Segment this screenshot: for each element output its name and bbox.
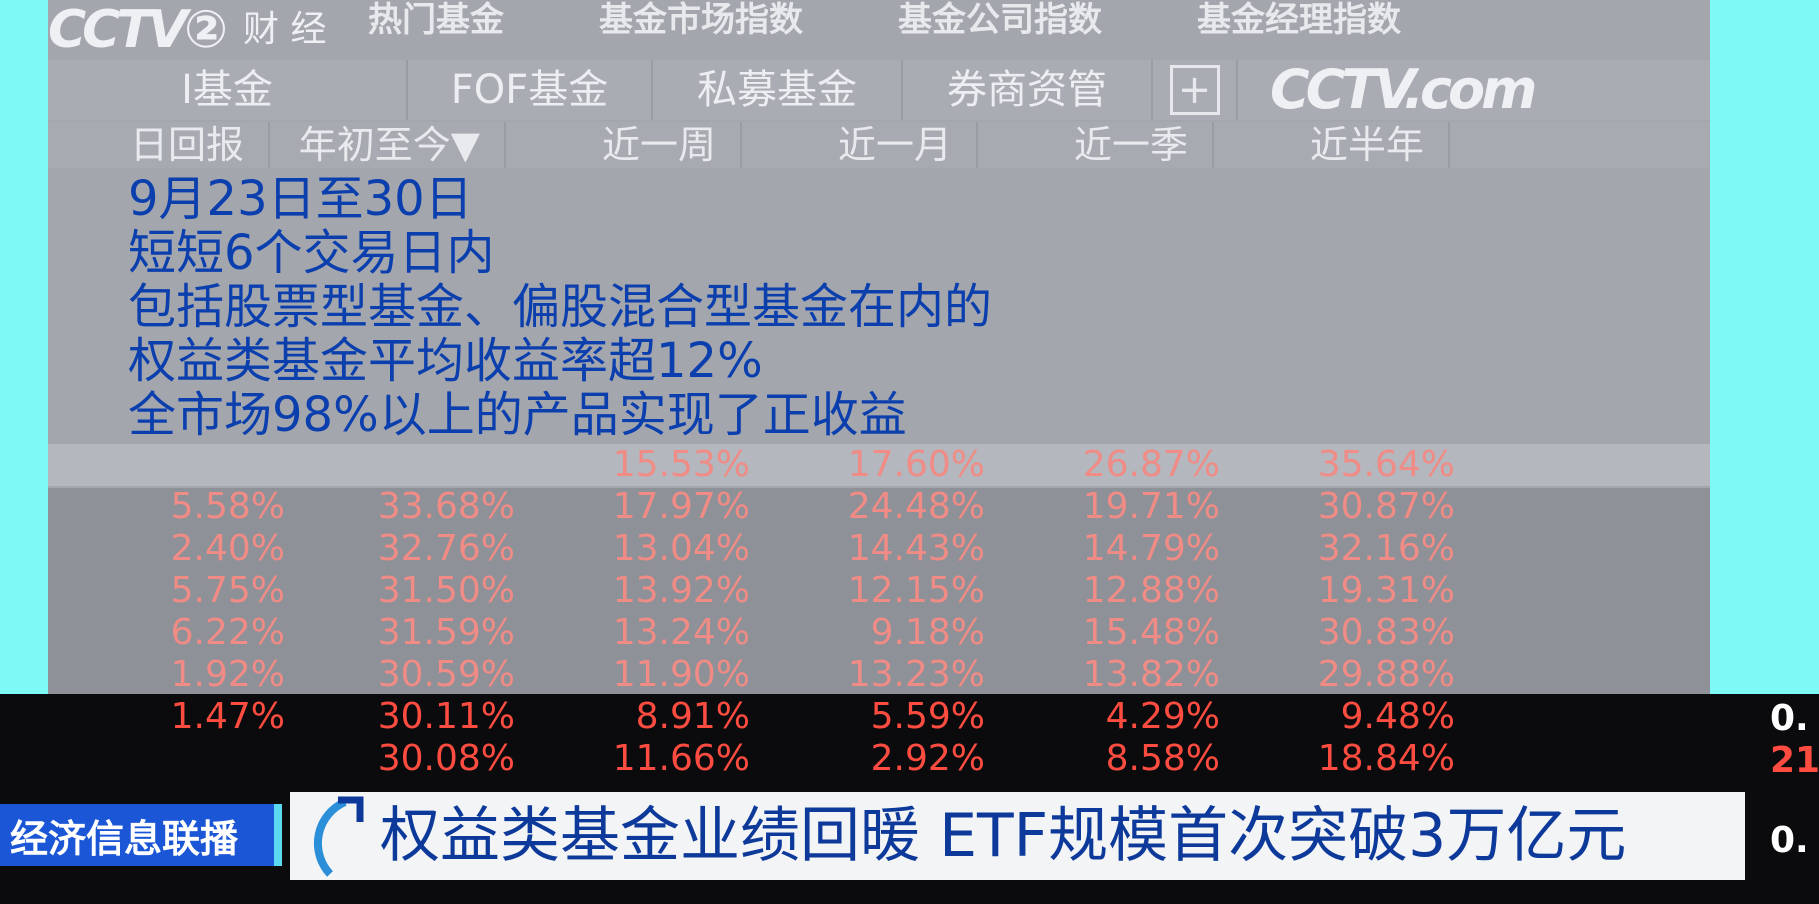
column-header: 近半年 <box>1214 122 1450 168</box>
cctv-com-watermark: CCTV.com <box>1270 58 1537 121</box>
table-cell: 11.90% <box>612 654 750 695</box>
lower-third <box>290 792 1745 880</box>
tab: 私募基金 <box>653 60 903 120</box>
table-cell: 8.58% <box>1105 738 1220 779</box>
tab: FOF基金 <box>408 60 653 120</box>
table-cell: 5.59% <box>870 696 985 737</box>
table-cell: 14.43% <box>847 528 985 569</box>
tab: 基金市场指数 <box>599 0 803 40</box>
screen-frame: CCTV② 财 经 热门基金 基金市场指数 基金公司指数 基金经理指数 I基金 … <box>48 0 1710 694</box>
table-cell: 24.48% <box>847 486 985 527</box>
table-cell: 31.50% <box>377 570 515 611</box>
table-cell: 5.58% <box>170 486 285 527</box>
tabs-row2: I基金 FOF基金 私募基金 券商资管 + <box>48 60 1710 120</box>
tabs-row1: 热门基金 基金市场指数 基金公司指数 基金经理指数 <box>48 0 1710 40</box>
table-header: 日回报 年初至今▼ 近一周 近一月 近一季 近半年 <box>48 122 1710 168</box>
tab: I基金 <box>48 60 408 120</box>
table-cell: 32.76% <box>377 528 515 569</box>
column-header: 近一周 <box>506 122 742 168</box>
column-header: 近一季 <box>978 122 1214 168</box>
table-cell: 26.87% <box>1082 444 1220 485</box>
column-header: 日回报 <box>48 122 270 168</box>
tab: 基金公司指数 <box>898 0 1102 40</box>
table-cell: 13.24% <box>612 612 750 653</box>
tab: 基金经理指数 <box>1197 0 1401 40</box>
table-cell: 11.66% <box>612 738 750 779</box>
highlight-row <box>48 444 1710 486</box>
table-cell: 17.97% <box>612 486 750 527</box>
table-cell: 4.29% <box>1105 696 1220 737</box>
column-header: 年初至今▼ <box>270 122 506 168</box>
table-cell: 2.92% <box>870 738 985 779</box>
table-cell: 33.68% <box>377 486 515 527</box>
table-cell: 12.88% <box>1082 570 1220 611</box>
plus-icon: + <box>1169 65 1220 115</box>
edge-value: 0. <box>1770 698 1809 739</box>
channel-sub: 财 经 <box>243 9 327 50</box>
table-cell: 15.48% <box>1082 612 1220 653</box>
table-cell: 29.88% <box>1317 654 1455 695</box>
table-cell: 30.83% <box>1317 612 1455 653</box>
table-cell: 9.48% <box>1340 696 1455 737</box>
table-cell: 32.16% <box>1317 528 1455 569</box>
table-cell: 30.87% <box>1317 486 1455 527</box>
program-logo-icon <box>313 796 364 877</box>
caption-line: 包括股票型基金、偏股混合型基金在内的 <box>128 279 993 335</box>
table-cell: 5.75% <box>170 570 285 611</box>
table-cell: 8.91% <box>635 696 750 737</box>
caption-line: 全市场98%以上的产品实现了正收益 <box>128 387 907 443</box>
lower-area <box>48 488 1710 694</box>
table-cell: 15.53% <box>612 444 750 485</box>
table-cell: 2.40% <box>170 528 285 569</box>
table-cell: 13.92% <box>612 570 750 611</box>
table-cell: 31.59% <box>377 612 515 653</box>
table-cell: 17.60% <box>847 444 985 485</box>
table-cell: 19.31% <box>1317 570 1455 611</box>
table-cell: 1.92% <box>170 654 285 695</box>
table-cell: 30.08% <box>377 738 515 779</box>
table-cell: 12.15% <box>847 570 985 611</box>
headline: 权益类基金业绩回暖 ETF规模首次突破3万亿元 <box>380 801 1627 871</box>
tab: 券商资管 <box>903 60 1153 120</box>
table-cell: 19.71% <box>1082 486 1220 527</box>
table-cell: 13.04% <box>612 528 750 569</box>
caption-overlay: 9月23日至30日 短短6个交易日内 包括股票型基金、偏股混合型基金在内的 权益… <box>128 172 992 442</box>
caption-line: 权益类基金平均收益率超12% <box>128 333 763 389</box>
table-cell: 30.11% <box>377 696 515 737</box>
cctv2-logo: CCTV② <box>48 0 228 60</box>
table-cell: 14.79% <box>1082 528 1220 569</box>
caption-line: 短短6个交易日内 <box>128 225 495 281</box>
column-header: 近一月 <box>742 122 978 168</box>
edge-value: 0. <box>1770 820 1809 861</box>
table-cell: 6.22% <box>170 612 285 653</box>
table-cell: 13.82% <box>1082 654 1220 695</box>
table-cell: 9.18% <box>870 612 985 653</box>
table-cell: 1.47% <box>170 696 285 737</box>
program-label: 经济信息联播 <box>0 804 282 866</box>
table-cell: 13.23% <box>847 654 985 695</box>
caption-line: 9月23日至30日 <box>128 171 473 227</box>
table-cell: 30.59% <box>377 654 515 695</box>
table-cell: 18.84% <box>1317 738 1455 779</box>
edge-value: 21. <box>1770 740 1819 781</box>
tab: 热门基金 <box>368 0 504 40</box>
table-cell: 35.64% <box>1317 444 1455 485</box>
